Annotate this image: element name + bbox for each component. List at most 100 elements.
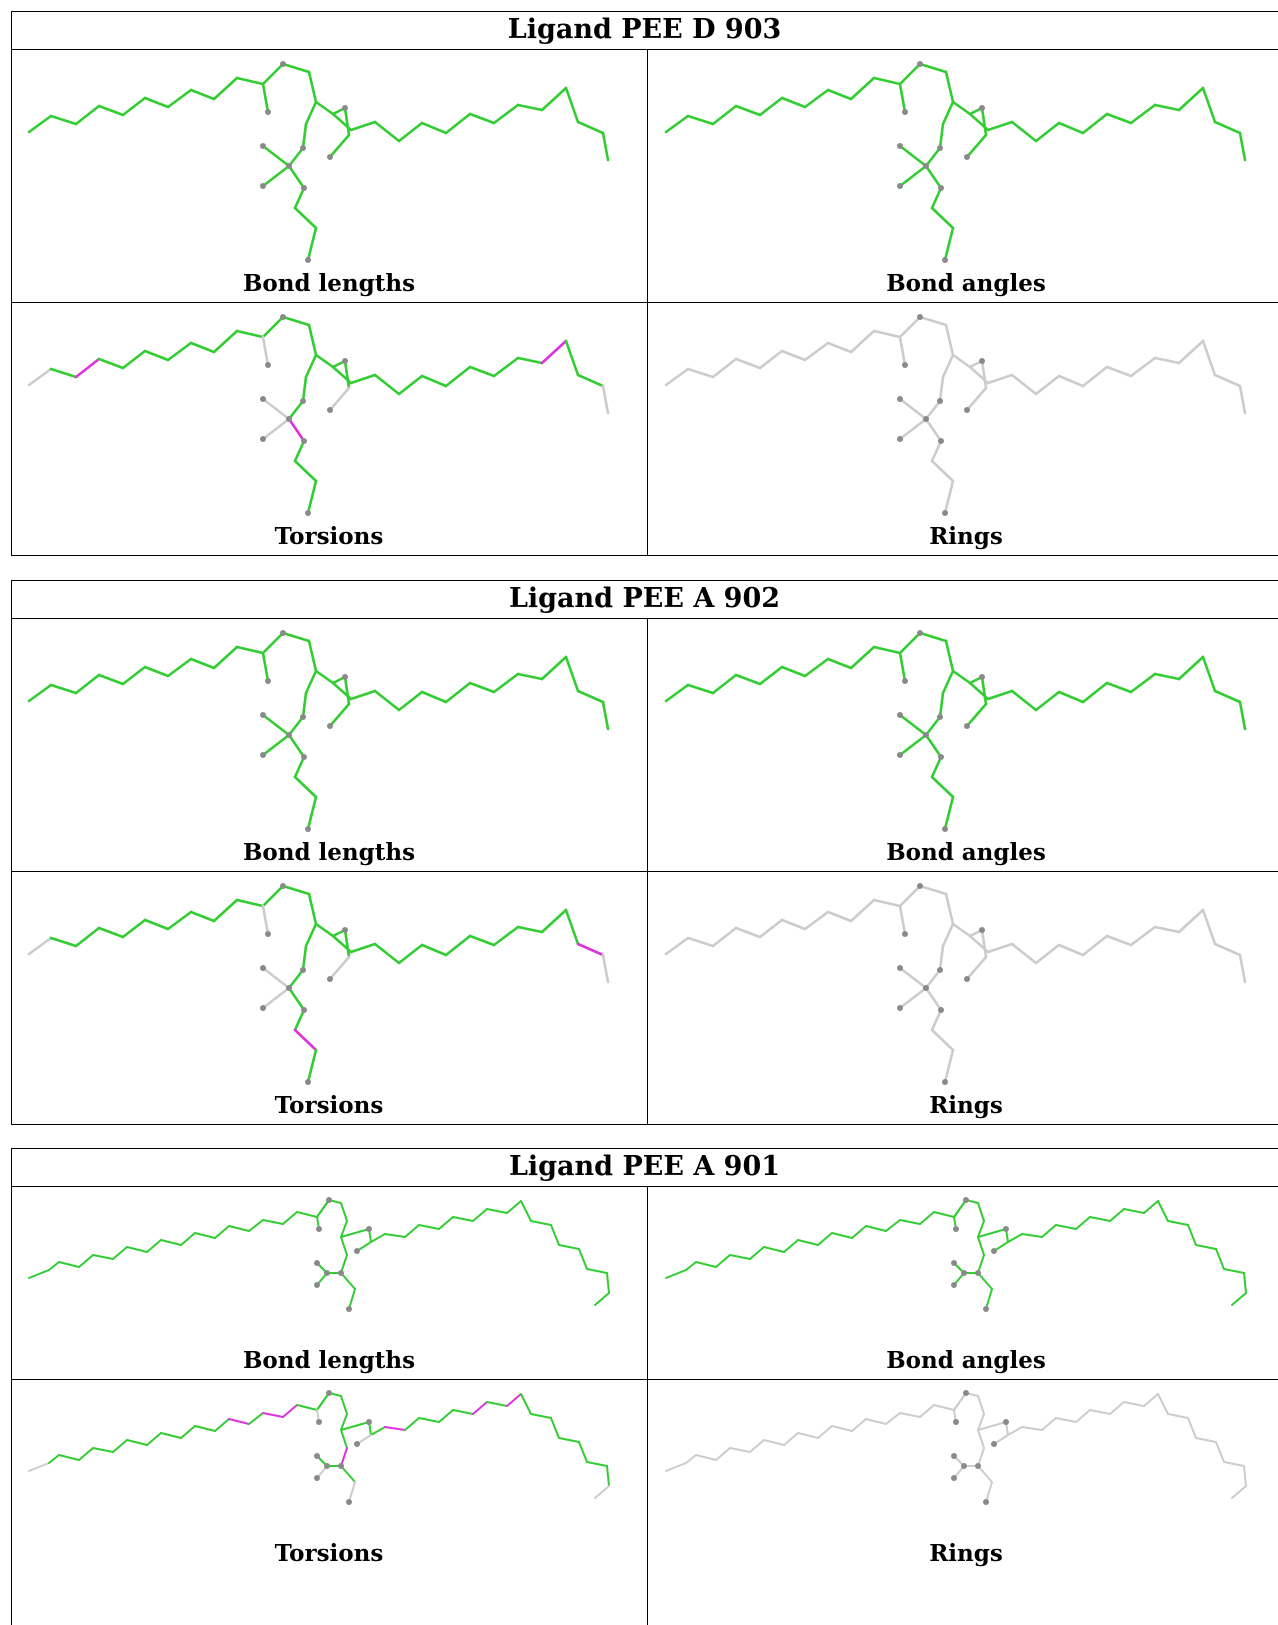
bond: [977, 1236, 985, 1256]
bond: [301, 375, 308, 403]
bond: [695, 1454, 717, 1461]
bond: [898, 733, 928, 757]
bond: [74, 357, 101, 379]
bond: [293, 775, 318, 799]
atom: [280, 61, 286, 67]
bond: [930, 775, 955, 799]
bond: [1153, 356, 1181, 365]
bond: [980, 675, 988, 706]
atom: [917, 630, 923, 636]
panel-label: Bond angles: [886, 270, 1046, 297]
atom: [991, 1441, 997, 1447]
panel-bond-angles: Bond angles: [648, 619, 1278, 871]
bond: [166, 657, 193, 678]
bond: [941, 353, 955, 379]
bond: [977, 1421, 1007, 1431]
bond: [1213, 120, 1242, 135]
bond: [316, 1199, 330, 1218]
bond: [235, 898, 265, 908]
bond: [977, 1228, 1007, 1238]
bond: [160, 1239, 182, 1246]
bond: [977, 1254, 985, 1274]
bond: [601, 953, 610, 984]
bond: [214, 1418, 230, 1432]
panel-label: Bond angles: [886, 839, 1046, 866]
bond: [1167, 1220, 1189, 1226]
bond: [930, 459, 955, 483]
bond: [564, 86, 580, 124]
bond: [977, 1465, 993, 1483]
bond: [1081, 681, 1109, 704]
bond: [444, 934, 472, 957]
atom: [286, 985, 292, 991]
bond: [872, 76, 902, 86]
bond: [977, 1395, 985, 1415]
atom: [975, 1463, 981, 1469]
bond: [898, 144, 928, 168]
bond: [938, 122, 945, 150]
bond: [49, 367, 78, 379]
bond: [606, 1465, 610, 1487]
bond: [851, 1418, 867, 1432]
bond: [943, 795, 955, 831]
bond: [1105, 934, 1133, 947]
bond: [296, 1211, 318, 1218]
divider: [11, 302, 1278, 303]
bond: [287, 715, 305, 737]
atom: [300, 398, 306, 404]
bond: [729, 1447, 751, 1453]
bond: [343, 359, 351, 390]
bond: [112, 1439, 128, 1453]
bond: [586, 1461, 608, 1467]
bond: [953, 1199, 967, 1218]
bond: [951, 353, 972, 369]
atom: [324, 1270, 330, 1276]
bond: [898, 904, 907, 936]
atom: [953, 1226, 959, 1232]
bond: [189, 341, 216, 354]
atom: [917, 314, 923, 320]
bond: [340, 1413, 348, 1431]
atom: [260, 436, 266, 442]
bond: [261, 884, 285, 908]
bond: [373, 120, 401, 143]
bond: [304, 922, 318, 948]
bond: [1075, 1409, 1091, 1423]
bond: [1238, 131, 1247, 162]
bond: [420, 374, 448, 388]
bond: [492, 672, 520, 694]
panel-label: Torsions: [274, 523, 384, 550]
bond: [1187, 1417, 1197, 1439]
bond: [472, 1208, 488, 1222]
atom: [305, 826, 311, 832]
bond: [797, 1432, 819, 1439]
atom: [937, 145, 943, 151]
bond: [1010, 373, 1038, 396]
bond: [27, 683, 53, 703]
bond: [943, 479, 955, 515]
atom: [937, 398, 943, 404]
bond: [468, 112, 496, 125]
divider: [11, 871, 1278, 872]
bond: [1177, 339, 1205, 365]
bond: [235, 329, 265, 339]
atom: [897, 436, 903, 442]
panel-label: Bond lengths: [242, 839, 416, 866]
bond: [348, 1481, 356, 1503]
bond: [564, 655, 580, 693]
bond: [452, 1409, 474, 1415]
panel-rings: Rings: [648, 1380, 1278, 1625]
bond: [944, 892, 955, 926]
bond: [780, 665, 807, 678]
bond: [486, 1401, 508, 1407]
bond: [143, 918, 170, 931]
bond: [212, 76, 239, 101]
bond: [606, 1272, 610, 1294]
bond: [685, 1261, 697, 1271]
bond: [1213, 689, 1242, 704]
bond: [918, 631, 948, 643]
bond: [314, 922, 335, 938]
bond: [1055, 1417, 1077, 1423]
bond: [558, 1244, 580, 1250]
bond: [343, 675, 351, 706]
